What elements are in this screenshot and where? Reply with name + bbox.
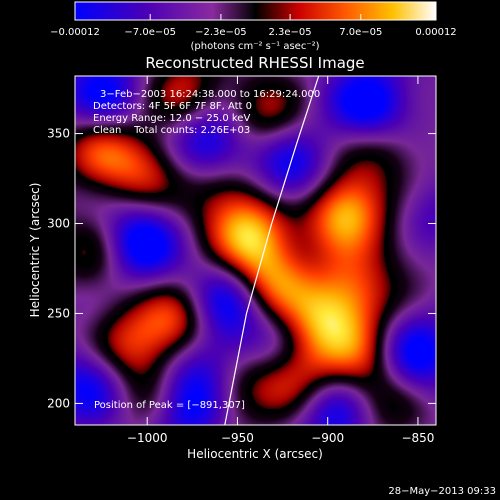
colorbar [74,1,437,21]
colorbar-tick-label: 7.0e−05 [339,27,382,38]
colorbar-tick-label: 2.3e−05 [269,27,312,38]
annotation-energy-range: Energy Range: 12.0 − 25.0 keV [93,113,250,124]
colorbar-tick-label: 0.00012 [415,27,456,38]
y-axis-ticks: 200 250 300 350 [47,127,436,410]
colorbar-tick-label: −2.3e−05 [195,27,247,38]
x-tick-label: −850 [401,431,434,445]
annotation-counts: Clean Total counts: 2.26E+03 [93,125,250,136]
chart-title: Reconstructed RHESSI Image [145,54,364,72]
intensity-heatmap [75,76,436,425]
footer-timestamp: 28−May−2013 09:33 [388,486,496,497]
solar-limb-curve [224,76,320,425]
annotation-time-range: 3−Feb−2003 16:24:38.000 to 16:29:24.000 [100,89,320,100]
peak-position-label: Position of Peak = [−891,307] [94,400,245,411]
colorbar-unit-label: (photons cm⁻² s⁻¹ asec⁻²) [190,41,319,52]
x-tick-label: −900 [311,431,344,445]
x-axis-ticks: −1000 −950 −900 −850 [127,76,434,445]
x-tick-label: −950 [221,431,254,445]
y-tick-label: 300 [47,217,70,231]
annotation-detectors: Detectors: 4F 5F 6F 7F 8F, Att 0 [93,101,252,112]
colorbar-tick-label: −0.00012 [50,27,100,38]
y-tick-label: 250 [47,306,70,320]
y-axis-label: Heliocentric Y (arcsec) [28,183,42,318]
y-tick-label: 200 [47,396,70,410]
plot-frame [74,75,437,426]
x-axis-label: Heliocentric X (arcsec) [187,447,323,461]
x-tick-label: −1000 [127,431,168,445]
colorbar-tick-label: −7.0e−05 [124,27,176,38]
y-tick-label: 350 [47,127,70,141]
colorbar-ticks: −0.00012 −7.0e−05 −2.3e−05 2.3e−05 7.0e−05 0.… [50,14,457,38]
